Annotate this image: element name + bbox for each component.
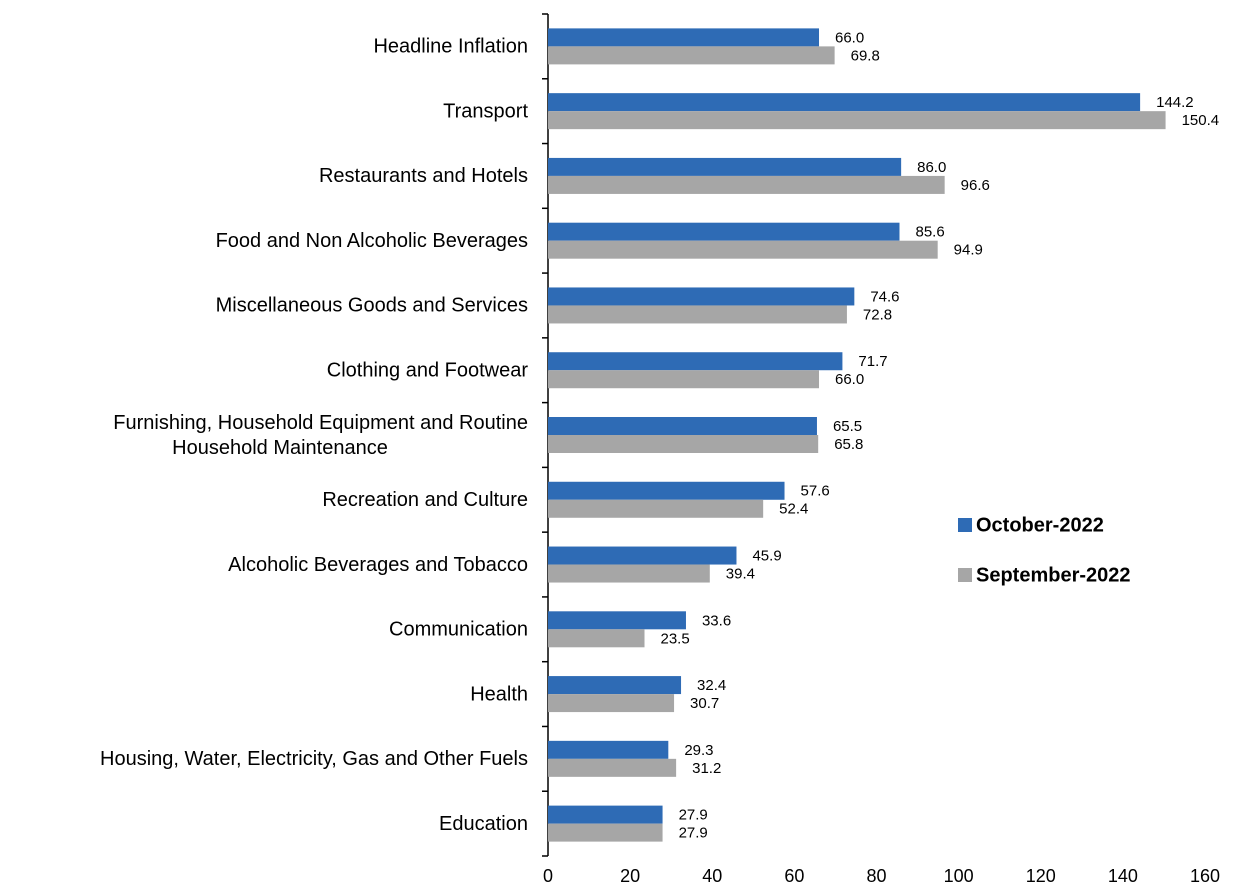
x-tick-label: 160 <box>1190 866 1220 886</box>
data-label-october-2022: 45.9 <box>752 548 781 565</box>
data-label-september-2022: 39.4 <box>726 566 755 583</box>
category-label: Communication <box>389 619 528 641</box>
x-tick-labels: 0 20 40 60 80 100 120 140 160 <box>543 866 1220 886</box>
x-tick-label: 140 <box>1108 866 1138 886</box>
bar-september-2022-clothing-and-footwear <box>548 370 820 389</box>
x-tick-label: 80 <box>866 866 886 886</box>
bar-october-2022-education <box>548 805 663 824</box>
data-label-october-2022: 74.6 <box>870 288 899 305</box>
data-label-september-2022: 72.8 <box>863 306 892 323</box>
category-label: Furnishing, Household Equipment and Rout… <box>113 412 528 434</box>
category-label: Clothing and Footwear <box>327 360 529 382</box>
chart-legend: October-2022 September-2022 <box>958 514 1131 586</box>
x-tick-label: 60 <box>784 866 804 886</box>
x-tick-label: 100 <box>944 866 974 886</box>
bar-september-2022-alcoholic-beverages-and-tobacco <box>548 564 710 583</box>
bar-october-2022-transport <box>548 93 1141 112</box>
data-label-september-2022: 30.7 <box>690 695 719 712</box>
category-label: Headline Inflation <box>373 36 528 58</box>
data-label-october-2022: 29.3 <box>684 742 713 759</box>
x-tick-label: 0 <box>543 866 553 886</box>
data-label-september-2022: 96.6 <box>961 177 990 194</box>
bar-october-2022-health <box>548 676 682 695</box>
bar-october-2022-clothing-and-footwear <box>548 352 843 371</box>
category-label: Household Maintenance <box>172 437 388 459</box>
data-label-october-2022: 33.6 <box>702 612 731 629</box>
data-label-september-2022: 31.2 <box>692 760 721 777</box>
bar-october-2022-alcoholic-beverages-and-tobacco <box>548 546 737 565</box>
data-label-september-2022: 66.0 <box>835 371 864 388</box>
legend-swatch-october-2022 <box>958 518 972 532</box>
data-label-september-2022: 27.9 <box>679 825 708 842</box>
data-label-october-2022: 85.6 <box>915 224 944 241</box>
category-label: Recreation and Culture <box>322 489 528 511</box>
data-label-september-2022: 150.4 <box>1182 112 1220 129</box>
bar-october-2022-housing-water-electricity-gas-and-other-fuels <box>548 740 669 759</box>
data-label-october-2022: 32.4 <box>697 677 726 694</box>
bar-september-2022-education <box>548 823 663 842</box>
category-label: Health <box>470 683 528 705</box>
x-tick-label: 40 <box>702 866 722 886</box>
bar-september-2022-transport <box>548 111 1166 130</box>
data-label-september-2022: 65.8 <box>834 436 863 453</box>
category-label: Food and Non Alcoholic Beverages <box>216 230 528 252</box>
category-label: Restaurants and Hotels <box>319 165 528 187</box>
bar-october-2022-restaurants-and-hotels <box>548 157 902 176</box>
chart-axes <box>542 13 549 857</box>
bar-october-2022-food-and-non-alcoholic-beverages <box>548 222 900 241</box>
bar-september-2022-housing-water-electricity-gas-and-other-fuels <box>548 758 677 777</box>
data-label-october-2022: 86.0 <box>917 159 946 176</box>
bar-september-2022-food-and-non-alcoholic-beverages <box>548 240 938 259</box>
legend-swatch-september-2022 <box>958 568 972 582</box>
data-label-october-2022: 71.7 <box>858 353 887 370</box>
bar-september-2022-health <box>548 694 675 713</box>
bar-october-2022-furnishing-household-equipment-and-routine-household-maintenance <box>548 417 817 435</box>
bar-september-2022-restaurants-and-hotels <box>548 175 945 194</box>
category-label: Education <box>439 813 528 835</box>
data-label-october-2022: 27.9 <box>679 807 708 824</box>
bar-september-2022-recreation-and-culture <box>548 499 764 518</box>
bar-september-2022-miscellaneous-goods-and-services <box>548 305 847 324</box>
data-label-october-2022: 66.0 <box>835 29 864 46</box>
data-labels: 66.0 144.2 86.0 85.6 74.6 71.7 65.5 57.6 45.9 33.… <box>660 29 1219 841</box>
bar-september-2022-headline-inflation <box>548 46 835 65</box>
bar-october-2022-headline-inflation <box>548 28 820 47</box>
category-label: Transport <box>443 100 528 122</box>
legend-label: September-2022 <box>976 564 1131 586</box>
chart-bars <box>548 28 1166 842</box>
category-label: Housing, Water, Electricity, Gas and Oth… <box>100 748 528 770</box>
data-label-october-2022: 57.6 <box>801 483 830 500</box>
bar-october-2022-recreation-and-culture <box>548 481 785 500</box>
data-label-september-2022: 23.5 <box>660 630 689 647</box>
category-labels: Headline Inflation Transport Restaurants a… <box>100 36 528 835</box>
category-label: Miscellaneous Goods and Services <box>216 295 528 317</box>
legend-label: October-2022 <box>976 514 1104 536</box>
data-label-october-2022: 65.5 <box>833 418 862 435</box>
data-label-september-2022: 69.8 <box>851 47 880 64</box>
x-tick-label: 120 <box>1026 866 1056 886</box>
data-label-september-2022: 52.4 <box>779 501 808 518</box>
x-tick-label: 20 <box>620 866 640 886</box>
bar-october-2022-miscellaneous-goods-and-services <box>548 287 855 306</box>
data-label-september-2022: 94.9 <box>954 242 983 259</box>
data-label-october-2022: 144.2 <box>1156 94 1194 111</box>
category-label: Alcoholic Beverages and Tobacco <box>228 554 528 576</box>
bar-september-2022-communication <box>548 629 645 648</box>
bar-october-2022-communication <box>548 611 686 630</box>
bar-september-2022-furnishing-household-equipment-and-routine-household-maintenance <box>548 435 819 453</box>
